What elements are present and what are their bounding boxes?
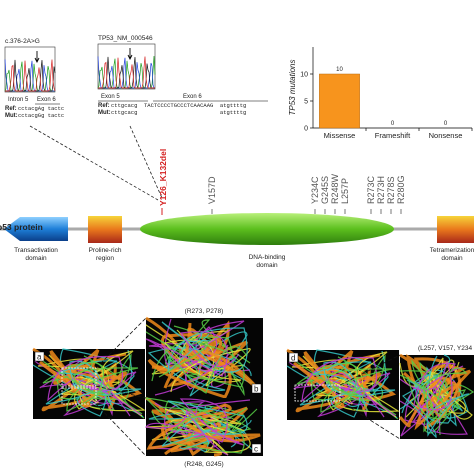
value-label: 0 — [444, 121, 448, 127]
structure-ribbon — [39, 350, 128, 408]
structure-ribbon — [47, 355, 142, 417]
structure-ribbon — [145, 408, 229, 456]
zoom-box — [294, 384, 341, 402]
zoom-box — [61, 367, 97, 387]
x-tick-label: Missense — [324, 131, 356, 140]
structure-ribbon — [146, 403, 261, 456]
mutation-label: R278S — [386, 176, 396, 204]
structure-ribbon — [301, 356, 396, 418]
deletion-label: Y126_K132del — [158, 149, 168, 206]
structure-caption: (L257, V157, Y234 — [418, 345, 472, 352]
proline-domain — [88, 216, 122, 243]
ref-seq: cttgcacg TACTCCCCTGCCCTCAACAAG atgttttg — [111, 102, 246, 109]
trace — [5, 59, 56, 92]
ref-label: Ref: — [98, 103, 110, 109]
mutation-label: G245S — [320, 176, 330, 204]
domain-label-line: Tetramerization — [430, 247, 474, 254]
mut-label: Mut: — [98, 110, 111, 116]
structure-ribbon — [147, 322, 262, 399]
mut-seq: cctacgGg tactc — [18, 112, 64, 119]
panel-label-box — [34, 351, 45, 362]
panel-label: b — [254, 385, 259, 394]
trace — [98, 56, 156, 89]
tetramerization-domain — [437, 216, 474, 243]
y-tick-label: 5 — [304, 99, 308, 106]
structure-ribbon — [399, 359, 464, 411]
region-label: Exon 5 — [101, 94, 120, 100]
mutation-label: R273H — [376, 176, 386, 204]
value-label: 10 — [336, 67, 343, 73]
structure-ribbon — [145, 331, 240, 383]
arrow-down — [34, 51, 40, 64]
panel-label: d — [291, 354, 295, 363]
mutation-label: L257P — [340, 178, 350, 204]
panel-label-box — [251, 443, 262, 454]
structure-ribbon — [290, 357, 393, 413]
structure-ribbon — [399, 367, 468, 420]
region-label: Intron 5 — [8, 97, 29, 103]
mutation-label: R248W — [330, 173, 340, 204]
mut-label: Mut: — [5, 113, 18, 119]
x-tick-label: Nonsense — [429, 131, 463, 140]
domain-label-line: Transactivation — [14, 247, 58, 254]
domain-label-line: domain — [256, 262, 278, 269]
x-tick-label: Frameshift — [375, 131, 411, 140]
mut-seq: cttgcacg atgttttg — [111, 109, 246, 116]
chromatogram-frame — [97, 43, 156, 90]
ref-seq: cctacgAg tactc — [18, 105, 64, 112]
ref-label: Ref: — [5, 106, 17, 112]
structure-ribbon — [144, 398, 240, 456]
domain-label-line: region — [96, 255, 114, 262]
domain-label-line: Proline-rich — [89, 247, 122, 254]
mutation-label: R280G — [396, 175, 406, 204]
region-label: Exon 6 — [183, 94, 202, 100]
domain-label: Tetramerization domain — [430, 247, 474, 262]
protein-title: p53 protein — [0, 222, 43, 232]
dna-binding-domain — [140, 213, 394, 245]
dashed-arrow — [29, 125, 163, 201]
panel-label: c — [254, 445, 258, 454]
structure-ribbon — [161, 321, 248, 373]
arrow-down — [127, 48, 133, 61]
trace — [4, 59, 56, 92]
trace — [97, 56, 156, 89]
bar — [319, 73, 360, 129]
panel-label-box — [288, 352, 299, 363]
structure-ribbon — [398, 376, 460, 431]
mutation-label: Y234C — [310, 176, 320, 204]
structure-caption: (R273, P278) — [185, 308, 224, 315]
chromatogram-title: c.376-2A>G — [5, 38, 40, 45]
mutation-label: R273C — [366, 175, 376, 204]
panel-label-box — [251, 383, 262, 394]
region-label: Exon 6 — [37, 97, 56, 103]
structure-ribbon — [158, 342, 248, 394]
domain-label-line: domain — [25, 255, 47, 262]
structure-ribbon — [164, 318, 251, 373]
domain-label-line: domain — [441, 255, 463, 262]
structure-ribbon — [164, 408, 251, 454]
domain-label: Transactivation domain — [14, 247, 58, 262]
transactivation-domain — [4, 217, 68, 241]
panel-label: a — [37, 353, 42, 362]
chromatogram-frame — [4, 46, 56, 93]
structure-ribbon — [158, 406, 248, 454]
y-tick-label: 10 — [300, 72, 308, 79]
mutation-label: V157D — [207, 176, 217, 204]
structure-ribbon — [401, 354, 470, 439]
y-tick-label: 0 — [304, 126, 308, 133]
chromatogram-title: TP53_NM_000546 — [98, 35, 153, 42]
value-label: 0 — [391, 121, 395, 127]
structure-caption: (R248, G245) — [184, 461, 223, 468]
y-axis-title: TP53 mutations — [288, 59, 297, 115]
structure-ribbon — [293, 351, 382, 409]
zoom-box — [61, 387, 97, 405]
domain-label: DNA-binding domain — [249, 254, 286, 269]
domain-label-line: DNA-binding — [249, 254, 286, 261]
domain-label: Proline-rich region — [89, 247, 122, 262]
zoom-lines — [95, 317, 401, 457]
